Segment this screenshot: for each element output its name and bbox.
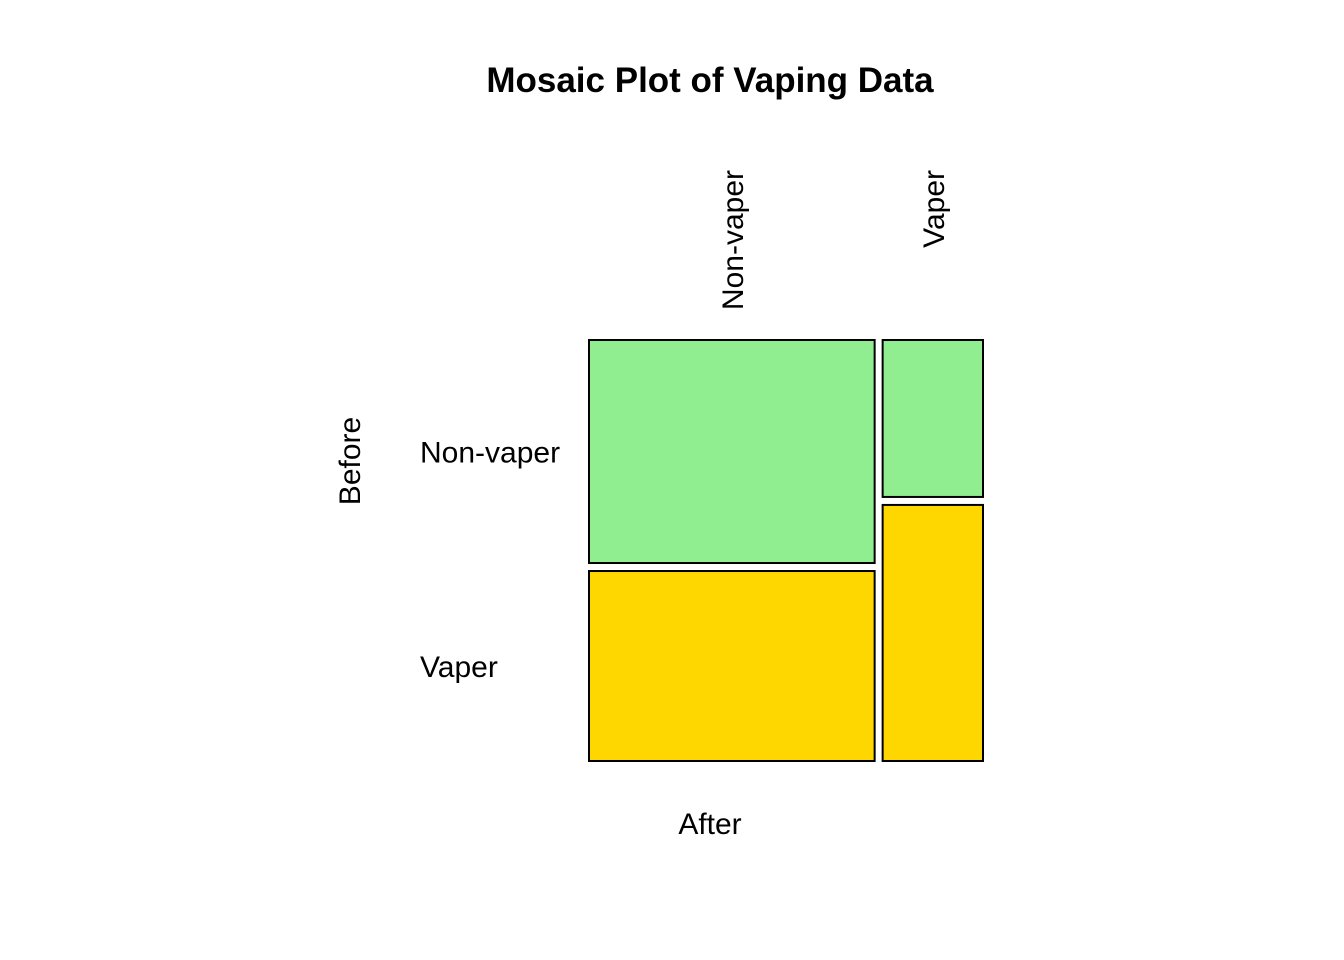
- y-tick-label-vaper: Vaper: [420, 651, 498, 684]
- tile-after-non-vaper-before-vaper: [588, 570, 876, 763]
- tile-after-non-vaper-before-non-vaper: [588, 339, 876, 565]
- chart-title: Mosaic Plot of Vaping Data: [486, 61, 934, 100]
- y-axis-label: Before: [334, 417, 367, 505]
- x-tick-label-vaper: Vaper: [918, 170, 951, 248]
- tile-after-vaper-before-non-vaper: [881, 339, 985, 498]
- x-tick-label-non-vaper: Non-vaper: [717, 170, 750, 310]
- y-tick-labels: Non-vaper Vaper: [420, 437, 560, 685]
- tile-after-vaper-before-vaper: [881, 503, 985, 762]
- y-tick-label-non-vaper: Non-vaper: [420, 437, 560, 470]
- x-tick-labels: Non-vaper Vaper: [717, 170, 951, 310]
- x-axis-label: After: [678, 808, 741, 841]
- mosaic-tiles: [588, 339, 985, 763]
